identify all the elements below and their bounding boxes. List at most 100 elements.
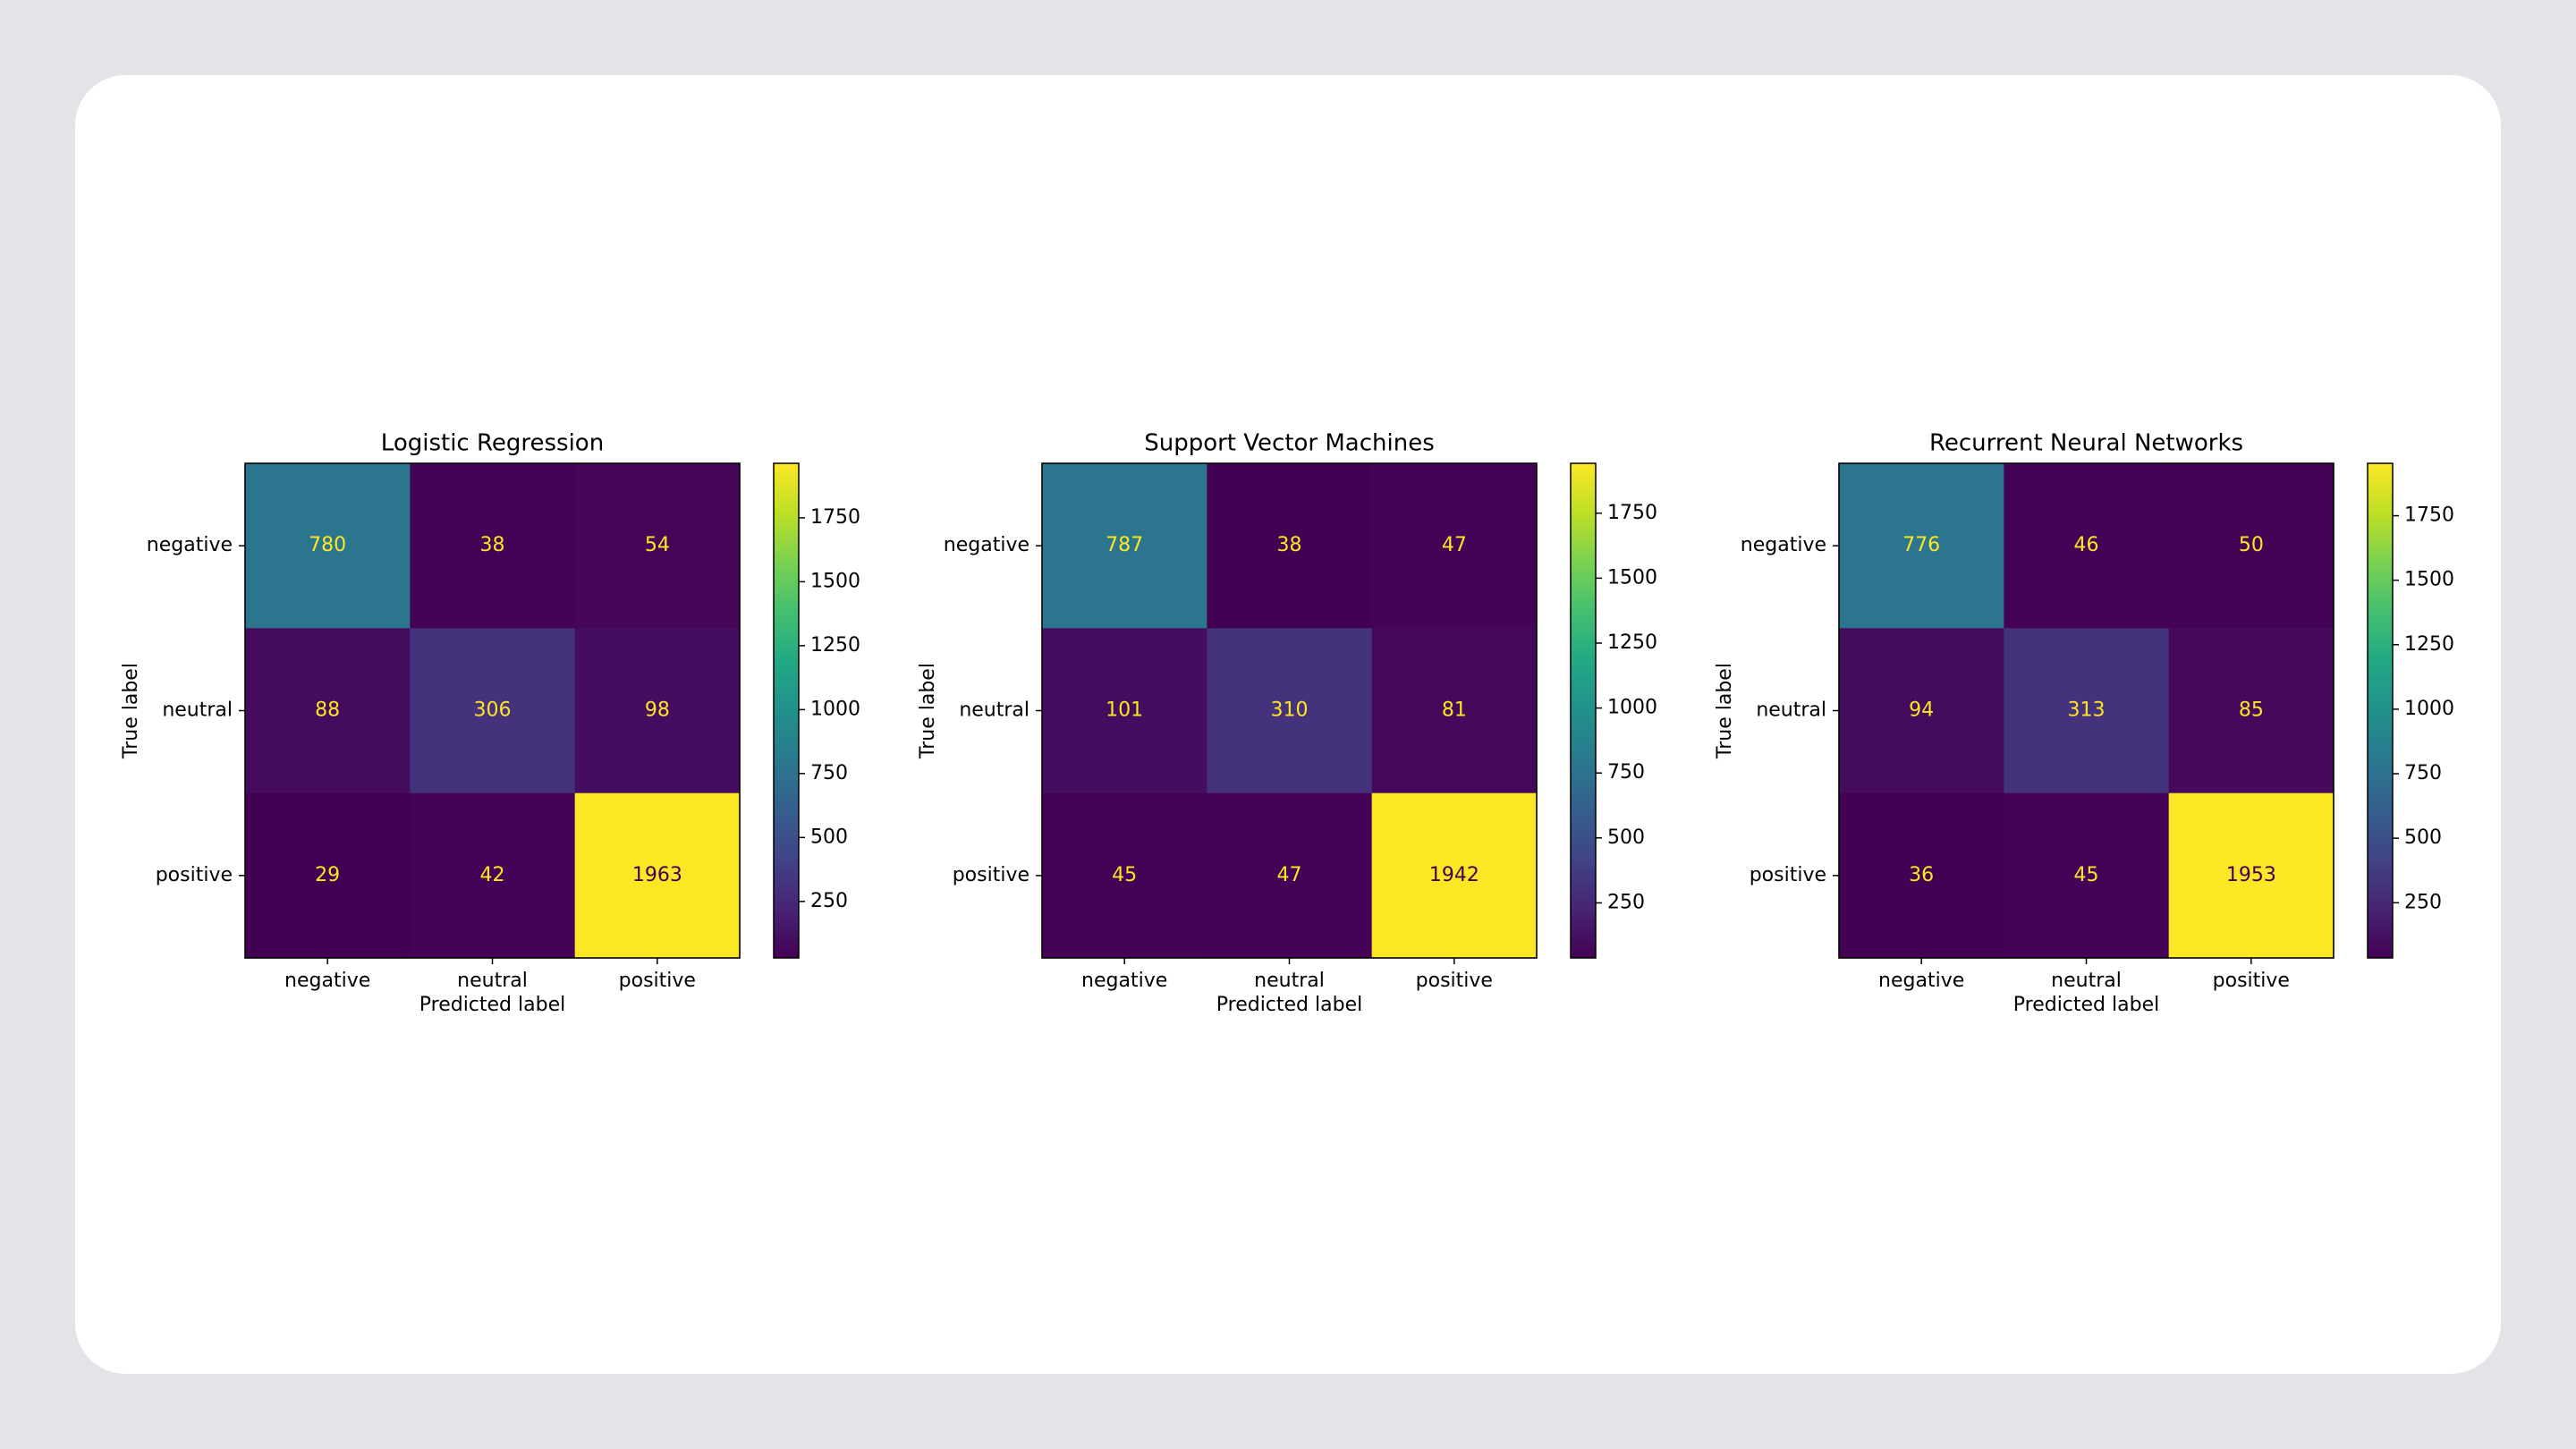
colorbar-tick-label: 250 xyxy=(1607,891,1645,913)
colorbar xyxy=(773,462,800,959)
cell-label: 98 xyxy=(645,699,670,722)
cell xyxy=(574,792,741,959)
colorbar-tick-label: 1750 xyxy=(810,506,860,529)
x-axis-label: Predicted label xyxy=(2013,994,2159,1016)
cell xyxy=(1371,628,1538,794)
x-tick-label: negative xyxy=(284,970,370,992)
cell xyxy=(1042,463,1208,629)
colorbar xyxy=(1570,462,1597,959)
cell-label: 313 xyxy=(2068,699,2106,722)
cell-label: 38 xyxy=(1277,534,1302,556)
cell xyxy=(2168,628,2334,794)
cell-label: 101 xyxy=(1106,699,1143,722)
colorbar-tick-label: 500 xyxy=(810,826,848,848)
cell xyxy=(245,628,411,794)
colorbar xyxy=(2367,462,2394,959)
y-axis-label: True label xyxy=(917,663,939,759)
cell-label: 36 xyxy=(1909,864,1934,886)
x-axis-label: Predicted label xyxy=(419,994,565,1016)
chart-title: Logistic Regression xyxy=(381,430,604,457)
cell-label: 29 xyxy=(315,864,340,886)
cell xyxy=(2168,463,2334,629)
colorbar-tick-label: 750 xyxy=(1607,761,1645,784)
y-tick-label: positive xyxy=(1750,864,1826,886)
y-tick-label: neutral xyxy=(162,699,233,722)
cell-label: 81 xyxy=(1442,699,1467,722)
y-axis-label: True label xyxy=(1714,663,1736,759)
cell-label: 310 xyxy=(1271,699,1309,722)
cell-label: 787 xyxy=(1106,534,1143,556)
cell xyxy=(2004,463,2170,629)
cell xyxy=(2168,792,2334,959)
cell-label: 776 xyxy=(1902,534,1940,556)
colorbar-tick-label: 250 xyxy=(2404,891,2442,913)
cell-label: 45 xyxy=(1112,864,1137,886)
chart-title: Support Vector Machines xyxy=(1144,430,1435,457)
x-tick-label: positive xyxy=(2213,970,2290,992)
colorbar-tick-label: 750 xyxy=(2404,762,2442,784)
cell-label: 38 xyxy=(480,534,505,556)
cell xyxy=(1207,792,1373,959)
cell xyxy=(574,463,741,629)
colorbar-tick-label: 250 xyxy=(810,890,848,912)
y-axis-label: True label xyxy=(120,663,142,759)
cell xyxy=(1839,628,2004,794)
cell xyxy=(1371,792,1538,959)
cell xyxy=(1042,792,1208,959)
cell-label: 1953 xyxy=(2226,864,2276,886)
cell xyxy=(1839,463,2004,629)
cell xyxy=(245,463,411,629)
y-tick-label: positive xyxy=(953,864,1030,886)
x-tick-label: negative xyxy=(1878,970,1964,992)
colorbar-tick-label: 1500 xyxy=(1607,566,1657,589)
cell xyxy=(245,792,411,959)
colorbar-tick-label: 1500 xyxy=(2404,569,2454,591)
cell-label: 42 xyxy=(480,864,505,886)
colorbar-tick-label: 1000 xyxy=(810,698,860,720)
cell-label: 46 xyxy=(2074,534,2099,556)
y-tick-label: positive xyxy=(156,864,233,886)
cell-label: 54 xyxy=(645,534,670,556)
x-tick-label: positive xyxy=(1416,970,1493,992)
x-tick-label: negative xyxy=(1081,970,1167,992)
y-tick-label: neutral xyxy=(1756,699,1826,722)
x-axis-label: Predicted label xyxy=(1216,994,1362,1016)
colorbar-tick-label: 500 xyxy=(2404,826,2442,849)
colorbar-tick-label: 750 xyxy=(810,762,848,784)
cell-label: 94 xyxy=(1909,699,1934,722)
x-tick-label: neutral xyxy=(2051,970,2122,992)
cell xyxy=(410,628,576,794)
cell-label: 780 xyxy=(309,534,346,556)
colorbar-tick-label: 1750 xyxy=(1607,502,1657,524)
cell-label: 47 xyxy=(1442,534,1467,556)
colorbar-tick-label: 1250 xyxy=(2404,633,2454,656)
cell xyxy=(1207,628,1373,794)
cell-label: 1942 xyxy=(1429,864,1479,886)
cell xyxy=(1207,463,1373,629)
y-tick-label: negative xyxy=(1741,534,1826,556)
x-tick-label: neutral xyxy=(457,970,528,992)
colorbar-tick-label: 1250 xyxy=(1607,631,1657,654)
cell-label: 88 xyxy=(315,699,340,722)
x-tick-label: positive xyxy=(619,970,696,992)
y-tick-label: neutral xyxy=(959,699,1030,722)
cell xyxy=(1839,792,2004,959)
cell xyxy=(1371,463,1538,629)
cell xyxy=(410,792,576,959)
x-tick-label: neutral xyxy=(1254,970,1325,992)
cell-label: 1963 xyxy=(632,864,682,886)
cell-label: 47 xyxy=(1277,864,1302,886)
cell xyxy=(2004,628,2170,794)
cell-label: 85 xyxy=(2239,699,2264,722)
y-tick-label: negative xyxy=(147,534,233,556)
y-tick-label: negative xyxy=(944,534,1030,556)
cell xyxy=(410,463,576,629)
colorbar-tick-label: 1000 xyxy=(2404,698,2454,720)
cell-label: 50 xyxy=(2239,534,2264,556)
colorbar-tick-label: 1000 xyxy=(1607,697,1657,719)
colorbar-tick-label: 1250 xyxy=(810,634,860,657)
cell-label: 306 xyxy=(474,699,512,722)
cell xyxy=(574,628,741,794)
